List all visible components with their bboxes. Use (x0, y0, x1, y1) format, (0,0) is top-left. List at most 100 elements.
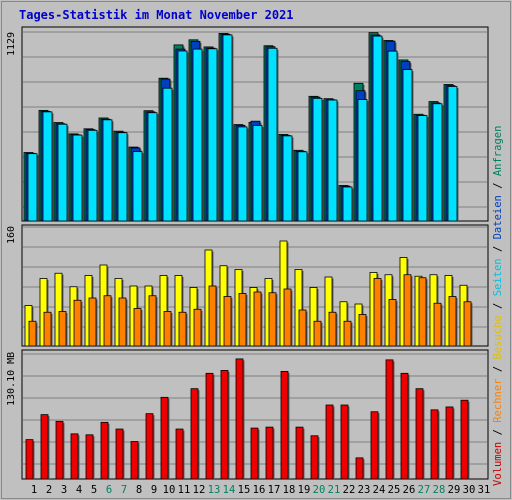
bar-rechner-day-26 (403, 274, 412, 347)
bar-seiten-day-8 (132, 151, 143, 222)
bar-seiten-day-7 (117, 132, 128, 222)
x-tick-label: 27 (418, 484, 431, 496)
bar-volumen-day-7 (115, 428, 124, 480)
bar-rechner-day-12 (193, 308, 202, 347)
bar-volumen-day-21 (325, 404, 334, 480)
x-tick-label: 24 (373, 484, 386, 496)
bar-seiten-day-15 (237, 126, 248, 222)
bar-volumen-day-16 (250, 427, 259, 480)
bar-seiten-day-16 (252, 125, 263, 222)
bar-volumen-day-11 (175, 428, 184, 480)
legend-item-seiten: Seiten (492, 258, 504, 297)
bar-seiten-day-11 (177, 50, 188, 222)
bar-rechner-day-13 (208, 285, 217, 347)
x-tick-label: 28 (433, 484, 446, 496)
bar-volumen-day-25 (385, 359, 394, 480)
bar-volumen-day-2 (40, 414, 49, 480)
bar-volumen-day-1 (25, 439, 34, 480)
bar-volumen-day-19 (295, 426, 304, 480)
x-tick-label: 12 (193, 484, 206, 496)
bar-seiten-day-10 (162, 87, 173, 222)
bar-volumen-day-27 (415, 388, 424, 480)
bar-rechner-day-23 (358, 314, 367, 347)
legend-item-rechner: Rechner (492, 378, 504, 423)
x-tick-label: 5 (91, 484, 97, 496)
bar-seiten-day-18 (282, 135, 293, 222)
x-tick-label: 6 (106, 484, 112, 496)
x-tick-label: 25 (388, 484, 401, 496)
bar-seiten-day-19 (297, 151, 308, 222)
bar-besuche-day-11 (174, 275, 183, 347)
bar-besuche-day-3 (54, 272, 63, 347)
bar-volumen-day-6 (100, 421, 109, 480)
bar-rechner-day-30 (463, 301, 472, 347)
x-tick-label: 13 (208, 484, 221, 496)
bar-volumen-day-28 (430, 409, 439, 480)
legend-separator: / (492, 296, 504, 316)
x-tick-label: 7 (121, 484, 127, 496)
bar-seiten-day-2 (42, 111, 53, 222)
bar-seiten-day-26 (402, 69, 413, 222)
bar-seiten-day-24 (372, 35, 383, 222)
x-tick-label: 20 (313, 484, 326, 496)
x-tick-label: 19 (298, 484, 311, 496)
bar-seiten-day-3 (57, 123, 68, 222)
bar-volumen-day-22 (340, 404, 349, 480)
x-tick-label: 18 (283, 484, 296, 496)
bar-besuche-day-10 (159, 275, 168, 347)
y-max-label-1: 1129 (6, 31, 17, 56)
x-tick-label: 23 (358, 484, 371, 496)
bar-rechner-day-29 (448, 296, 457, 347)
page-title: Tages-Statistik im Monat November 2021 (19, 8, 294, 22)
bar-rechner-day-7 (118, 297, 127, 347)
x-tick-label: 3 (61, 484, 67, 496)
bar-volumen-day-12 (190, 388, 199, 480)
bar-seiten-day-17 (267, 47, 278, 222)
bar-seiten-day-29 (447, 86, 458, 222)
bar-seiten-day-6 (102, 119, 113, 222)
bar-rechner-day-22 (343, 320, 352, 347)
bar-seiten-day-12 (192, 48, 203, 222)
bar-seiten-day-23 (357, 99, 368, 222)
bar-volumen-day-18 (280, 370, 289, 480)
bar-rechner-day-3 (58, 311, 67, 347)
x-tick-label: 29 (448, 484, 461, 496)
bar-seiten-day-21 (327, 99, 338, 222)
bar-rechner-day-24 (373, 278, 382, 347)
bar-volumen-day-14 (220, 370, 229, 480)
x-tick-label: 11 (178, 484, 191, 496)
x-tick-label: 14 (223, 484, 236, 496)
bar-seiten-day-20 (312, 97, 323, 222)
bar-rechner-day-10 (163, 311, 172, 347)
bar-besuche-day-19 (294, 269, 303, 347)
bar-volumen-day-26 (400, 372, 409, 480)
bar-rechner-day-14 (223, 296, 232, 347)
bar-volumen-day-4 (70, 433, 79, 480)
bar-rechner-day-20 (313, 320, 322, 347)
bar-seiten-day-4 (72, 134, 83, 222)
bar-rechner-day-6 (103, 295, 112, 347)
bar-rechner-day-2 (43, 311, 52, 347)
x-tick-label: 9 (151, 484, 157, 496)
legend-item-anfragen: Anfragen (492, 125, 504, 177)
x-tick-label: 17 (268, 484, 281, 496)
legend-separator: / (492, 239, 504, 259)
x-tick-label: 31 (478, 484, 491, 496)
bar-rechner-day-8 (133, 308, 142, 347)
bar-volumen-day-29 (445, 406, 454, 480)
bar-rechner-day-1 (28, 320, 37, 347)
bar-rechner-day-18 (283, 288, 292, 347)
bar-rechner-day-11 (178, 311, 187, 347)
bar-seiten-day-13 (207, 48, 218, 222)
bar-volumen-day-17 (265, 426, 274, 480)
x-tick-label: 30 (463, 484, 476, 496)
bar-rechner-day-28 (433, 302, 442, 347)
x-tick-label: 21 (328, 484, 341, 496)
bar-volumen-day-8 (130, 441, 139, 480)
y-max-label-3: 130.10 MB (6, 351, 17, 406)
bar-volumen-day-20 (310, 435, 319, 480)
bar-rechner-day-17 (268, 292, 277, 347)
bar-volumen-day-10 (160, 396, 169, 480)
